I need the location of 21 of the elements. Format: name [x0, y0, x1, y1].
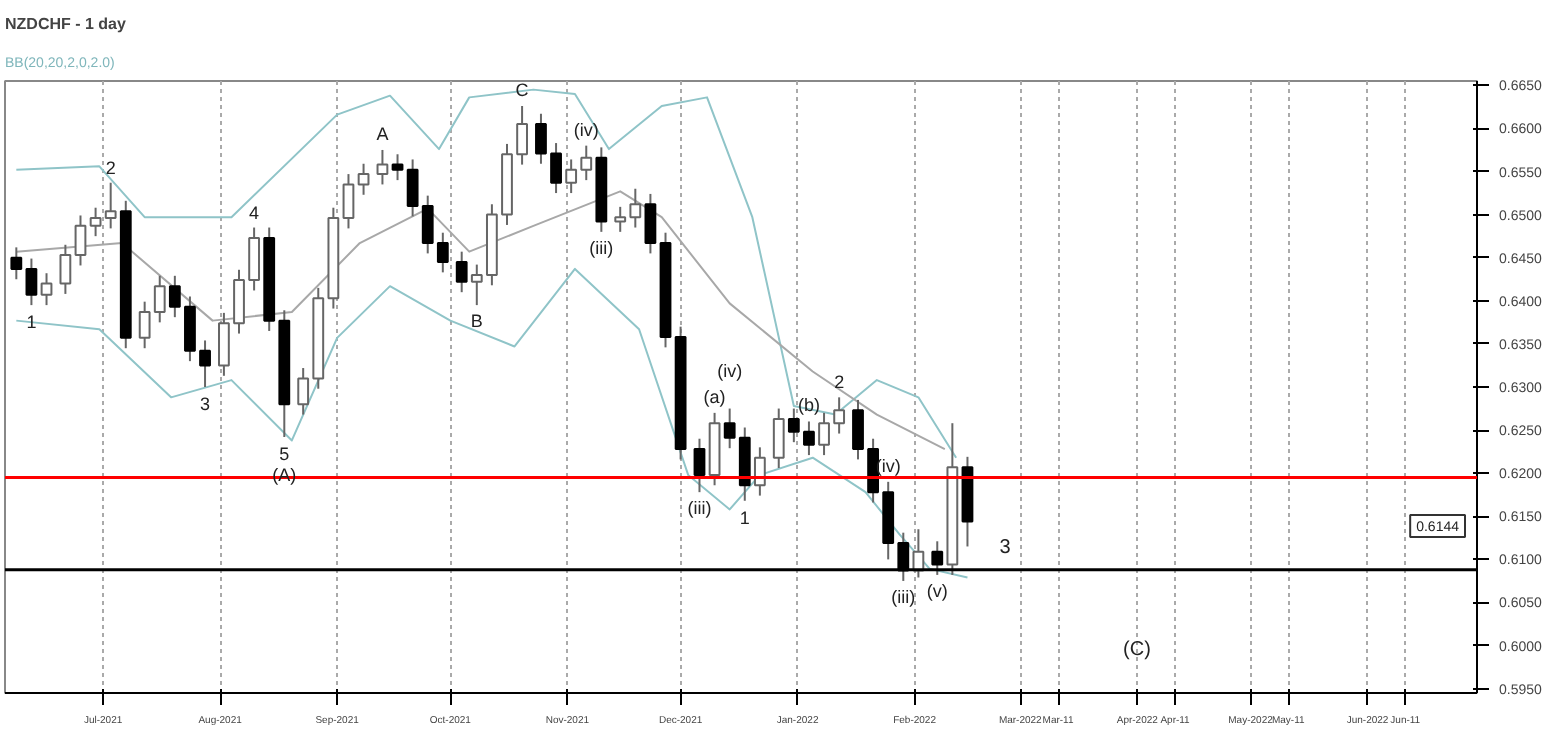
annotation: (b) [797, 395, 820, 416]
annotation: (C) [1123, 639, 1151, 661]
annotation: (iii) [891, 586, 916, 607]
annotation: (iv) [717, 360, 743, 381]
annotation: (v) [926, 580, 948, 601]
annotation: (iii) [687, 498, 712, 519]
annotation: A [376, 123, 389, 144]
annotation: 3 [200, 394, 211, 414]
annotation: 1 [739, 507, 750, 528]
annotation: (a) [703, 386, 726, 407]
annotation: 3 [999, 537, 1012, 559]
chart-title: NZDCHF - 1 day [5, 15, 127, 33]
annotation: 1 [26, 312, 37, 333]
annotation: B [470, 311, 483, 332]
annotation: 2 [834, 372, 845, 393]
annotation: (iii) [589, 237, 614, 258]
annotation: (iv) [573, 119, 599, 140]
annotation: 4 [249, 202, 260, 223]
annotation: C [515, 80, 530, 100]
annotation: 5 [279, 443, 290, 464]
annotation: 2 [105, 157, 116, 178]
